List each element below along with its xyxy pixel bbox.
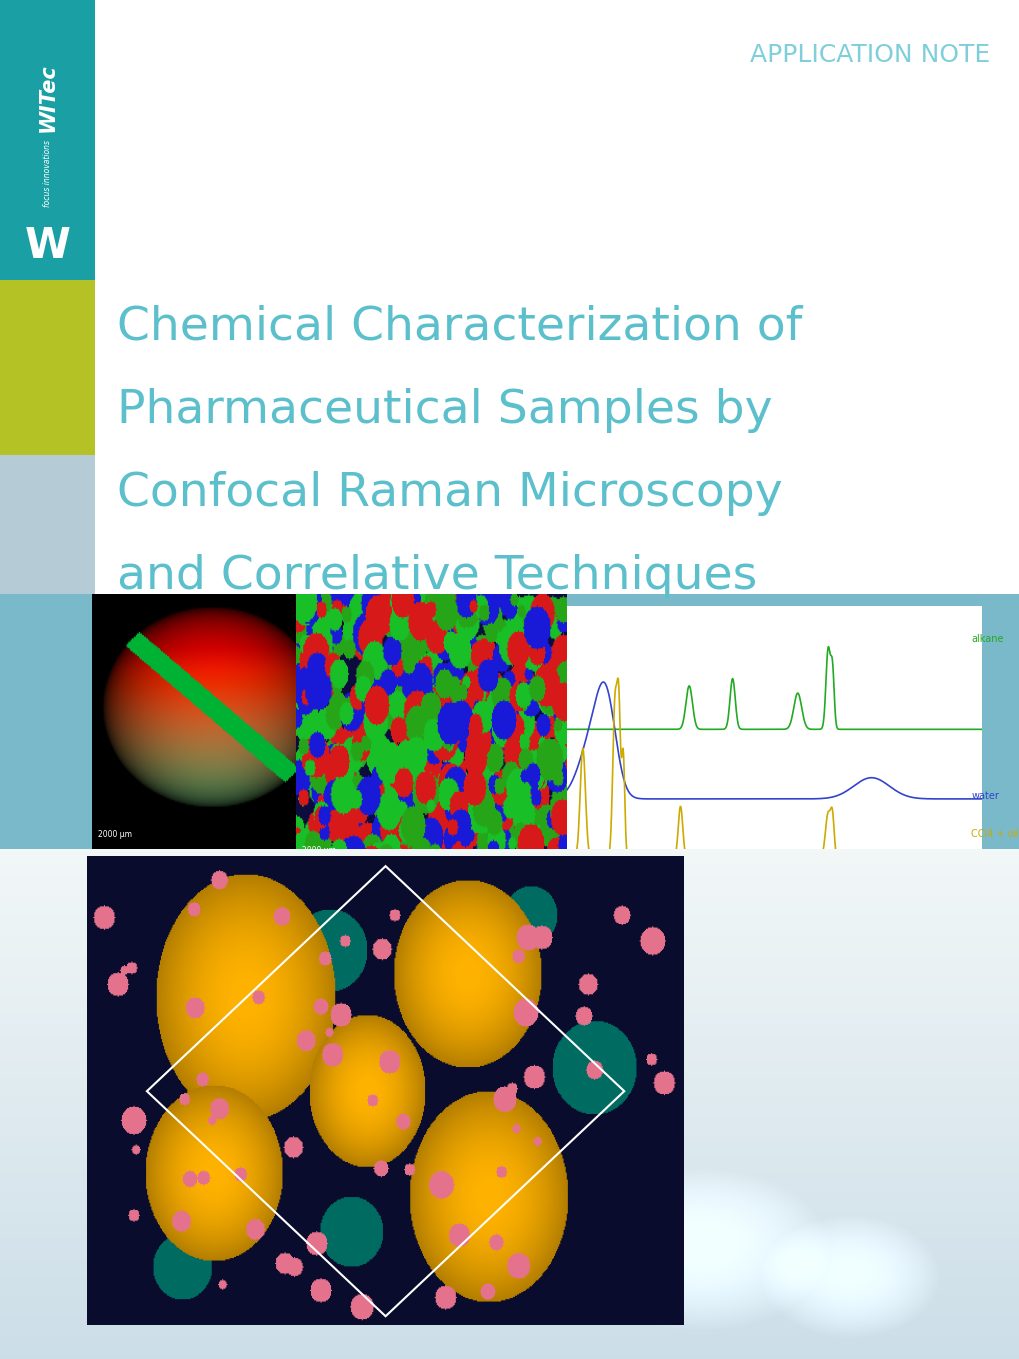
Text: and Correlative Techniques: and Correlative Techniques — [117, 554, 756, 599]
Text: CCl4 + oil: CCl4 + oil — [970, 829, 1018, 839]
Text: 2000 µm: 2000 µm — [98, 830, 131, 839]
Bar — [0, 455, 95, 640]
Bar — [0, 0, 95, 280]
Text: WITec: WITec — [38, 64, 57, 132]
Text: APPLICATION NOTE: APPLICATION NOTE — [749, 43, 989, 67]
Text: water: water — [970, 791, 999, 800]
Text: info@WITec.de, www.WITec.de: info@WITec.de, www.WITec.de — [61, 1057, 70, 1171]
Text: alkane: alkane — [970, 633, 1003, 644]
Text: Confocal Raman Microscopy: Confocal Raman Microscopy — [117, 472, 782, 516]
Bar — [0, 594, 1019, 868]
Text: Pharmaceutical Samples by: Pharmaceutical Samples by — [117, 389, 771, 434]
X-axis label: relative wavenumbers (cm⁻¹): relative wavenumbers (cm⁻¹) — [713, 887, 826, 897]
Text: focus innovations: focus innovations — [43, 140, 52, 207]
Text: Chemical Characterization of: Chemical Characterization of — [117, 304, 802, 351]
Text: fon +49 (0) 731 140 700, fax +49 (0) 731 140 70 200: fon +49 (0) 731 140 700, fax +49 (0) 731… — [49, 1011, 57, 1218]
Text: W: W — [24, 226, 70, 268]
Y-axis label: CCD cts: CCD cts — [548, 719, 557, 754]
Text: 2000 µm: 2000 µm — [302, 847, 335, 855]
Bar — [0, 280, 95, 455]
Text: WITec GmbH, Lise-Meitner-Str. 6, 89081 Ulm, Germany: WITec GmbH, Lise-Meitner-Str. 6, 89081 U… — [36, 1010, 45, 1219]
